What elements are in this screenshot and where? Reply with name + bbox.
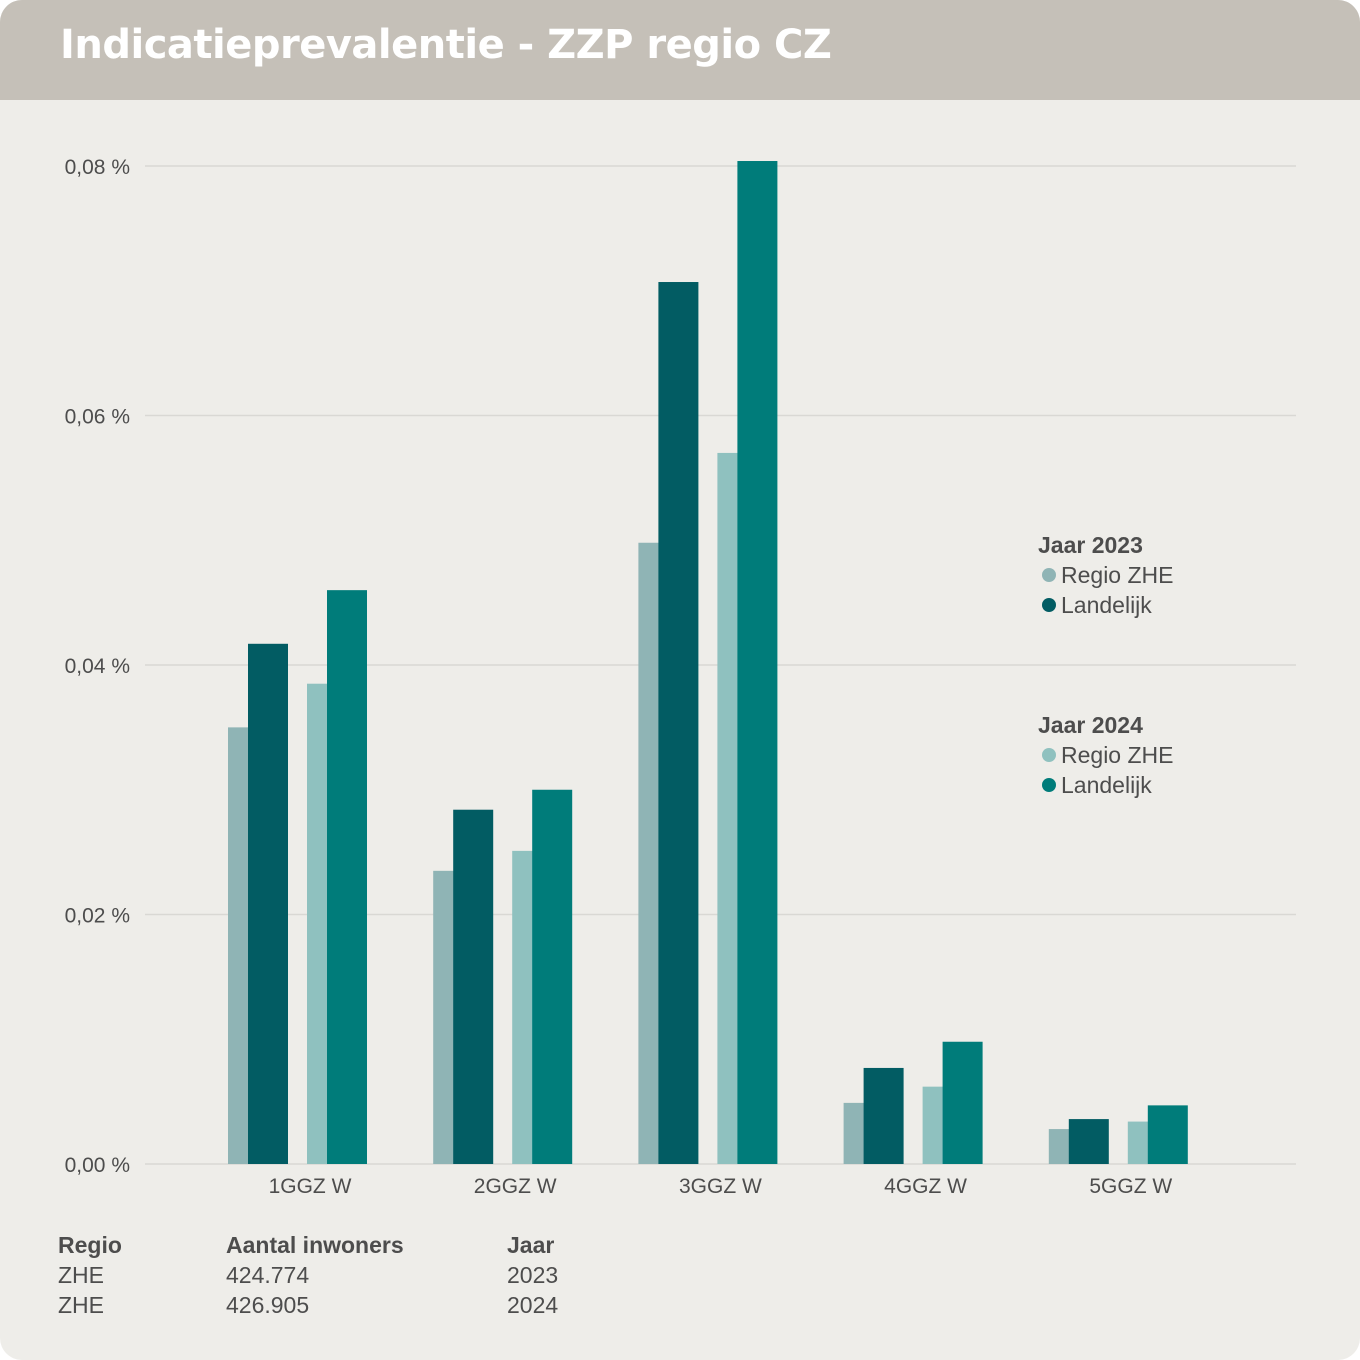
cell-regio: ZHE — [58, 1292, 104, 1318]
cell-jaar: 2024 — [507, 1292, 559, 1318]
bar-landelijk-2024 — [737, 161, 778, 1164]
header-inwoners: Aantal inwoners — [226, 1232, 404, 1258]
legend-2024-title: Jaar 2024 — [1038, 712, 1143, 738]
column-jaar: Jaar 2023 2024 — [507, 1230, 558, 1320]
legend-2023-title: Jaar 2023 — [1038, 532, 1143, 558]
chart-title: Indicatieprevalentie - ZZP regio CZ — [60, 22, 832, 68]
bar-landelijk-2023 — [863, 1067, 904, 1164]
y-tick-label: 0,04 % — [65, 655, 130, 678]
cell-inwoners: 424.774 — [226, 1262, 310, 1288]
column-regio: Regio ZHE ZHE — [58, 1230, 122, 1320]
legend-2023-landelijk-label: Landelijk — [1061, 592, 1152, 618]
header-regio: Regio — [58, 1232, 122, 1258]
x-tick-label: 4GGZ W — [884, 1175, 967, 1198]
legend-2023-regio-label: Regio ZHE — [1061, 562, 1174, 588]
y-tick-label: 0,06 % — [65, 406, 130, 429]
header-jaar: Jaar — [507, 1232, 555, 1258]
legend-2023-landelijk: Landelijk — [1038, 590, 1173, 620]
x-tick-label: 3GGZ W — [679, 1175, 762, 1198]
cell-regio: ZHE — [58, 1262, 104, 1288]
header-bar: Indicatieprevalentie - ZZP regio CZ — [0, 0, 1360, 100]
legend-dot-regio-2024 — [1042, 748, 1056, 762]
legend-2024-landelijk-label: Landelijk — [1061, 772, 1152, 798]
y-tick-label: 0,02 % — [65, 905, 130, 928]
y-tick-label: 0,08 % — [65, 156, 130, 179]
x-tick-label: 5GGZ W — [1089, 1175, 1172, 1198]
legend-2024-landelijk: Landelijk — [1038, 770, 1173, 800]
legend-dot-regio-2023 — [1042, 568, 1056, 582]
y-axis-ticks: 0,00 % 0,02 % 0,04 % 0,06 % 0,08 % — [65, 156, 130, 1177]
legend-2024: Jaar 2024 Regio ZHE Landelijk — [1038, 710, 1173, 800]
x-axis-labels: 1GGZ W 2GGZ W 3GGZ W 4GGZ W 5GGZ W — [269, 1175, 1173, 1198]
bar-landelijk-2024 — [1147, 1105, 1188, 1164]
x-tick-label: 1GGZ W — [269, 1175, 352, 1198]
bar-landelijk-2023 — [453, 809, 494, 1164]
legend-2023: Jaar 2023 Regio ZHE Landelijk — [1038, 530, 1173, 620]
bar-landelijk-2024 — [532, 789, 573, 1164]
legend-2024-regio-label: Regio ZHE — [1061, 742, 1174, 768]
y-tick-label: 0,00 % — [65, 1154, 130, 1177]
column-inwoners: Aantal inwoners 424.774 426.905 — [226, 1230, 404, 1320]
bar-landelijk-2023 — [248, 643, 288, 1164]
legend-2024-regio: Regio ZHE — [1038, 740, 1173, 770]
bar-landelijk-2023 — [1068, 1119, 1109, 1164]
bar-landelijk-2023 — [658, 282, 699, 1165]
legend-dot-landelijk-2023 — [1042, 598, 1056, 612]
x-tick-label: 2GGZ W — [474, 1175, 557, 1198]
cell-jaar: 2023 — [507, 1262, 559, 1288]
bar-landelijk-2024 — [942, 1041, 983, 1164]
bars — [228, 161, 1188, 1165]
legend-2023-regio: Regio ZHE — [1038, 560, 1173, 590]
legend-dot-landelijk-2024 — [1042, 778, 1056, 792]
cell-inwoners: 426.905 — [226, 1292, 310, 1318]
bar-landelijk-2024 — [327, 590, 367, 1164]
